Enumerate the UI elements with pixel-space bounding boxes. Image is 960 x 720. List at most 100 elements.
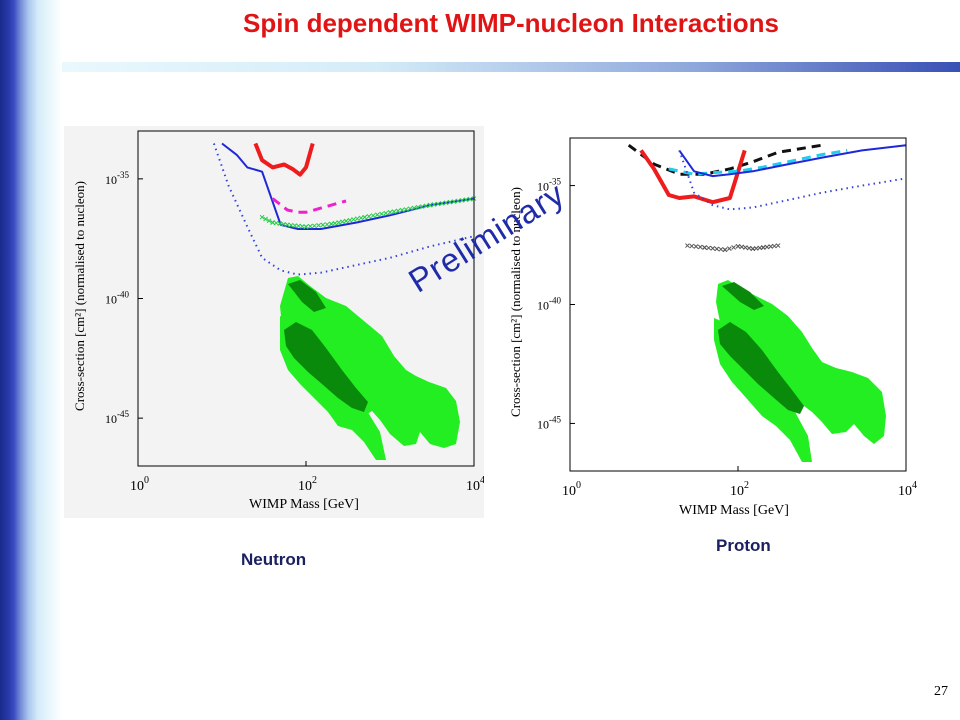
neutron-series-3-mark <box>419 204 425 209</box>
proton-series-5-mark <box>706 245 712 251</box>
neutron-series-3-mark <box>259 214 265 220</box>
neutron-y-tick-label-exp-2: -45 <box>117 409 129 419</box>
proton-series-5-mark <box>689 243 695 249</box>
proton-x-axis-label: WIMP Mass [GeV] <box>679 503 789 518</box>
neutron-series-3-mark <box>451 199 457 204</box>
neutron-series-3-mark <box>439 200 445 206</box>
neutron-series-3-mark <box>358 215 364 221</box>
neutron-series-3-mark <box>303 224 309 230</box>
proton-y-tick-label-base-2: 10 <box>537 417 549 431</box>
neutron-y-tick-label-base-2: 10 <box>105 412 117 426</box>
proton-y-tick-label-0: 10-35 <box>537 177 561 194</box>
neutron-x-axis-label: WIMP Mass [GeV] <box>249 497 359 512</box>
neutron-series-3-mark <box>270 220 275 225</box>
neutron-x-tick-label-exp-0: 0 <box>144 475 149 486</box>
proton-series-5-mark <box>735 243 741 249</box>
proton-series-5-mark <box>726 246 732 251</box>
neutron-y-tick-label-exp-1: -40 <box>117 290 129 300</box>
proton-series-5-mark <box>710 246 716 251</box>
proton-series-5-mark <box>743 245 748 250</box>
neutron-series-3-mark <box>288 222 294 228</box>
neutron-series-3-mark <box>328 221 334 227</box>
proton-x-tick-label-exp-1: 2 <box>744 480 749 491</box>
proton-x-tick-label-2: 104 <box>898 480 917 499</box>
neutron-dark-region-lower <box>284 322 368 412</box>
proton-dark-region-lower <box>718 322 804 414</box>
neutron-series-3-mark <box>343 218 349 224</box>
proton-x-tick-label-exp-2: 4 <box>912 480 917 491</box>
proton-series-5-mark <box>685 243 690 248</box>
proton-series-1 <box>639 149 747 205</box>
neutron-series-3-mark <box>463 197 469 203</box>
proton-series-5-mark <box>731 245 737 250</box>
neutron-series-3-mark <box>316 222 321 228</box>
neutron-x-tick-label-base-0: 10 <box>130 479 144 494</box>
neutron-series-3-mark <box>447 199 453 205</box>
neutron-series-3 <box>259 196 477 230</box>
proton-series-5-mark <box>739 244 745 250</box>
neutron-y-tick-label-1: 10-40 <box>105 290 129 307</box>
neutron-y-tick-label-exp-0: -35 <box>117 170 129 180</box>
proton-series-5-mark <box>760 245 766 250</box>
neutron-series-3-mark <box>354 216 360 222</box>
neutron-x-tick-label-2: 104 <box>466 475 484 494</box>
proton-series-5 <box>685 243 781 253</box>
neutron-series-3-mark <box>399 207 405 213</box>
neutron-series-3-mark <box>427 202 433 208</box>
title-rule <box>62 62 960 72</box>
neutron-regions <box>280 276 460 460</box>
neutron-series-3-mark <box>281 221 287 227</box>
neutron-series-3-mark <box>383 210 389 216</box>
neutron-y-axis-label-text: Cross-section [cm²] (normalised to nucle… <box>72 181 87 411</box>
proton-series-5-mark <box>693 244 699 249</box>
proton-series-5-mark <box>718 246 724 252</box>
neutron-series-3-mark <box>299 223 305 229</box>
neutron-series-3-mark <box>435 201 441 207</box>
neutron-series-3-mark <box>467 196 473 202</box>
proton-series-5-mark <box>714 246 720 252</box>
proton-y-axis-label-text: Cross-section [cm²] (normalised to nucle… <box>508 187 523 417</box>
neutron-x-tick-label-exp-1: 2 <box>312 475 317 486</box>
neutron-series-3-mark <box>387 209 393 215</box>
proton-x-tick-label-base-1: 10 <box>730 484 744 499</box>
neutron-series-3-mark <box>403 207 409 212</box>
neutron-series-0 <box>253 142 315 177</box>
neutron-series-3-mark <box>366 214 372 219</box>
proton-series-5-mark <box>702 245 707 250</box>
proton-y-tick-label-base-0: 10 <box>537 180 549 194</box>
proton-dark-region <box>722 282 764 310</box>
proton-chart: 100 102 104 10-35 10-40 10-45 WIMP Mass [GeV… <box>506 126 926 518</box>
neutron-series-3-mark <box>459 198 465 203</box>
neutron-y-tick-label-base-0: 10 <box>105 173 117 187</box>
neutron-chart: 100 102 104 10-35 10-40 10-45 WIMP Mass [GeV… <box>64 126 484 518</box>
neutron-series-2 <box>271 197 347 214</box>
neutron-series-3-mark <box>431 202 437 207</box>
neutron-x-ticks: 100 102 104 <box>130 461 484 494</box>
neutron-series-3-mark <box>375 212 380 218</box>
proton-curves <box>627 143 907 253</box>
proton-y-tick-label-base-1: 10 <box>537 299 549 313</box>
proton-y-axis-label: Cross-section [cm²] (normalised to nucle… <box>508 187 523 417</box>
neutron-series-3-mark <box>455 198 461 204</box>
proton-x-tick-label-exp-0: 0 <box>576 480 581 491</box>
neutron-series-3-mark <box>324 222 330 227</box>
neutron-series-3-mark <box>370 213 376 218</box>
proton-series-2 <box>668 148 848 176</box>
proton-y-tick-label-1: 10-40 <box>537 296 561 313</box>
neutron-series-3-mark <box>307 223 313 229</box>
proton-series-5-mark <box>722 247 728 253</box>
proton-x-tick-label-0: 100 <box>562 480 581 499</box>
proton-series-5-mark <box>772 243 777 249</box>
neutron-series-3-mark <box>362 214 368 220</box>
proton-light-region <box>716 280 886 444</box>
neutron-label: Neutron <box>241 550 307 569</box>
slide-left-bar <box>0 0 62 720</box>
neutron-series-3-mark <box>292 223 298 228</box>
neutron-series-3-mark <box>340 219 345 225</box>
neutron-series-3-mark <box>391 209 397 214</box>
neutron-curves <box>212 142 477 276</box>
neutron-series-3-mark <box>347 217 353 223</box>
neutron-series-3-mark <box>423 203 429 209</box>
